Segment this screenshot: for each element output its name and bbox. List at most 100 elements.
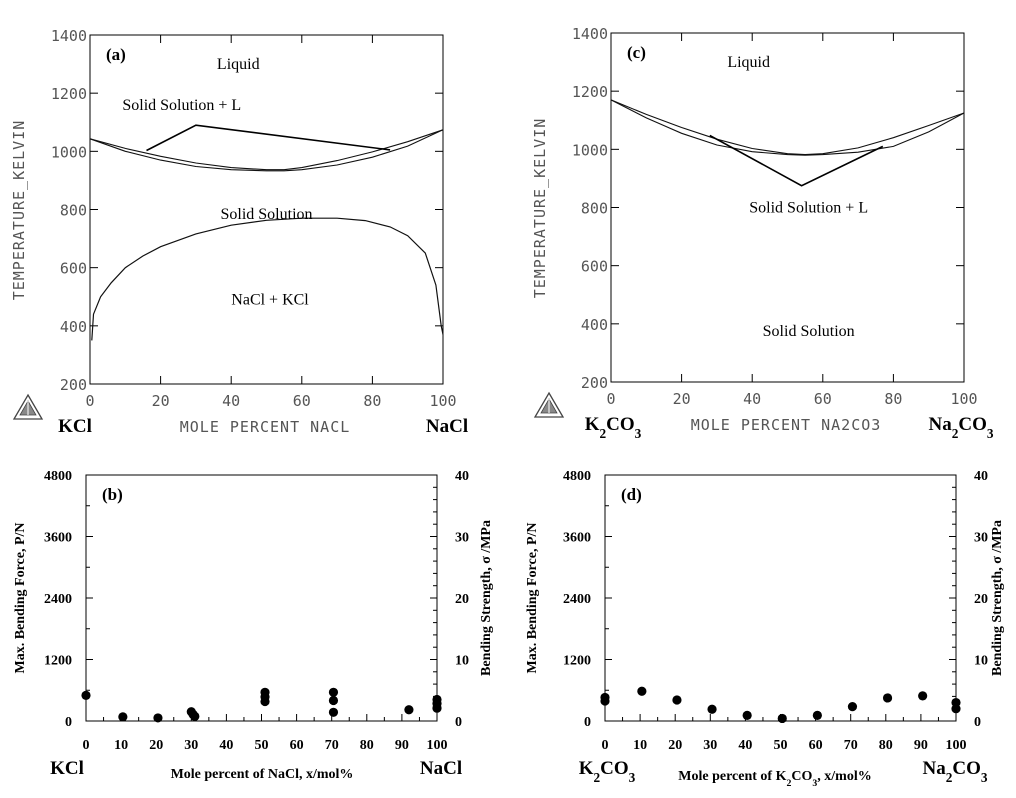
- data-point: [812, 710, 822, 720]
- y-axis-label: TEMPERATURE_KELVIN: [10, 120, 28, 301]
- data-point: [777, 713, 787, 724]
- y-tick-label: 2400: [44, 592, 72, 607]
- x-tick-label: 90: [914, 738, 928, 753]
- y-tick-label: 1000: [572, 141, 608, 159]
- data-point: [672, 695, 682, 705]
- y2-tick-label: 20: [455, 592, 469, 607]
- solvus-curve: [91, 217, 444, 341]
- liquidus-curve: [610, 99, 965, 156]
- data-point: [951, 704, 961, 714]
- liquidus-curve: [89, 129, 444, 171]
- pointer-line: [709, 134, 884, 187]
- x-tick-label: 0: [606, 390, 615, 408]
- x-tick-label: 90: [395, 738, 409, 753]
- y-tick-label: 4800: [563, 469, 591, 484]
- x-tick-label: 50: [255, 738, 269, 753]
- y-tick-label: 1000: [51, 143, 87, 161]
- y2-tick-label: 30: [974, 531, 988, 546]
- x-tick-label: 10: [633, 738, 647, 753]
- x-axis-label: MOLE PERCENT NA2CO3: [691, 416, 882, 434]
- x-tick-label: 100: [427, 738, 448, 753]
- y-tick-label: 3600: [44, 531, 72, 546]
- chart-panel-c: (c) 200 400 600 800 1000 1200 1400 0 20 40 60 80 100 M…: [531, 25, 994, 441]
- y-axis-label: TEMPERATURE_KELVIN: [531, 118, 549, 299]
- x-tick-label: 0: [85, 392, 94, 410]
- data-point: [432, 703, 442, 713]
- y-tick-label: 400: [581, 316, 608, 334]
- x-tick-label: 40: [743, 390, 761, 408]
- x-tick-label: 10: [114, 738, 128, 753]
- left-component-label: K2CO3: [585, 414, 642, 441]
- x-tick-label: 70: [844, 738, 858, 753]
- y2-axis-label: Bending Strength, σ /MPa: [990, 520, 1005, 676]
- data-point: [190, 711, 200, 721]
- panel-label: (b): [102, 485, 123, 504]
- logo-triangle: [12, 393, 44, 420]
- x-tick-label: 70: [325, 738, 339, 753]
- y2-tick-label: 0: [455, 715, 462, 730]
- y-axis-label: Max. Bending Force, P/N: [525, 522, 540, 673]
- x-tick-label: 30: [703, 738, 717, 753]
- x-tick-label: 60: [290, 738, 304, 753]
- region-label: NaCl + KCl: [231, 292, 309, 309]
- logo-triangle: [533, 391, 565, 418]
- x-tick-label: 50: [774, 738, 788, 753]
- y-tick-label: 1200: [51, 85, 87, 103]
- panel-label: (c): [627, 43, 646, 62]
- x-tick-label: 20: [149, 738, 163, 753]
- region-label: Liquid: [217, 56, 260, 73]
- x-tick-label: 20: [668, 738, 682, 753]
- x-tick-label: 80: [884, 390, 902, 408]
- software-logo: [533, 391, 565, 418]
- y-tick-label: 800: [581, 200, 608, 218]
- y-tick-label: 400: [60, 318, 87, 336]
- y-axis-label: Max. Bending Force, P/N: [13, 522, 28, 673]
- y-tick-label: 800: [60, 202, 87, 220]
- left-component-label: KCl: [58, 416, 92, 437]
- data-point: [81, 690, 91, 700]
- data-point: [918, 691, 928, 701]
- x-tick-label: 20: [673, 390, 691, 408]
- data-point: [707, 704, 717, 714]
- solidus-curve: [89, 129, 444, 172]
- y-tick-label: 600: [581, 258, 608, 276]
- x-tick-label: 80: [363, 392, 381, 410]
- pointer-line: [146, 124, 391, 152]
- y-tick-label: 1200: [44, 654, 72, 669]
- y2-tick-label: 40: [455, 469, 469, 484]
- x-tick-label: 40: [222, 392, 240, 410]
- solidus-curve: [610, 99, 965, 156]
- left-component-label: KCl: [50, 758, 84, 779]
- x-tick-label: 80: [879, 738, 893, 753]
- y-tick-label: 1400: [51, 27, 87, 45]
- y-tick-label: 1200: [563, 654, 591, 669]
- data-point: [847, 702, 858, 712]
- panel-label: (a): [106, 45, 126, 64]
- x-axis-label: Mole percent of NaCl, x/mol%: [171, 767, 354, 782]
- y2-tick-label: 10: [974, 654, 988, 669]
- y2-tick-label: 0: [974, 715, 981, 730]
- region-label: Liquid: [727, 54, 770, 71]
- x-tick-label: 20: [152, 392, 170, 410]
- y2-axis-label: Bending Strength, σ /MPa: [479, 520, 494, 676]
- x-tick-label: 80: [360, 738, 374, 753]
- data-point: [882, 693, 893, 703]
- x-axis-label: MOLE PERCENT NACL: [180, 418, 351, 436]
- y-tick-label: 1200: [572, 83, 608, 101]
- y-tick-label: 4800: [44, 469, 72, 484]
- x-tick-label: 100: [950, 390, 977, 408]
- software-logo: [12, 393, 44, 420]
- x-tick-label: 100: [946, 738, 967, 753]
- plot-frame: [604, 474, 957, 722]
- region-label: Solid Solution + L: [749, 200, 868, 217]
- y-tick-label: 0: [584, 715, 591, 730]
- x-tick-label: 0: [83, 738, 90, 753]
- data-point: [328, 687, 339, 697]
- x-tick-label: 30: [184, 738, 198, 753]
- data-point: [260, 696, 270, 707]
- chart-panel-a: (a) 200 400 600 800 1000 1200 1400 0 20 40 60 80 100 M…: [10, 27, 468, 437]
- y2-tick-label: 10: [455, 654, 469, 669]
- right-component-label: NaCl: [420, 758, 462, 779]
- chart-panel-d: (d) 0 1200 2400 3600 4800 0 10 20 30 40 0 10 20 30 40 50…: [525, 469, 1005, 789]
